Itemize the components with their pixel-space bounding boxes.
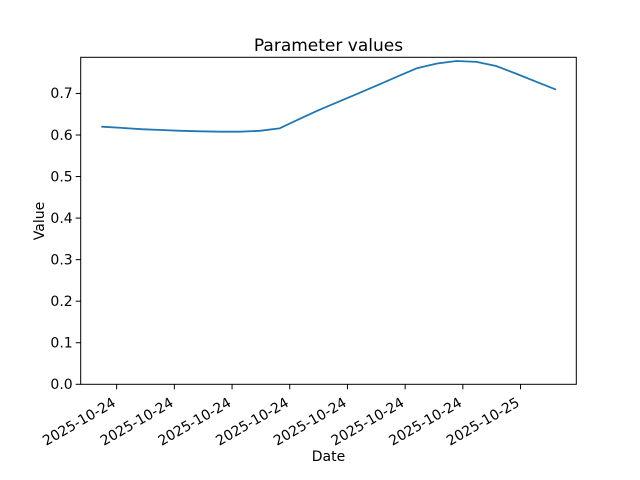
y-axis: 0.0 0.1 0.2 0.3 0.4 0.5 0.6 0.7 (50, 86, 81, 393)
y-tick-label: 0.4 (50, 211, 72, 227)
y-tick-label: 0.7 (50, 86, 72, 102)
x-axis-label: Date (312, 449, 345, 465)
y-axis-label: Value (32, 202, 48, 240)
y-tick-label: 0.6 (50, 128, 72, 144)
plot-area-border (80, 56, 577, 385)
chart-title: Parameter values (254, 36, 403, 56)
data-series-line (101, 60, 557, 133)
x-axis: 2025-10-242025-10-242025-10-242025-10-24… (40, 384, 523, 449)
y-tick-label: 0.2 (50, 294, 72, 310)
y-tick-label: 0.3 (50, 252, 72, 268)
y-tick-label: 0.5 (50, 169, 72, 185)
y-tick-label: 0.1 (50, 336, 72, 352)
y-tick-label: 0.0 (50, 377, 72, 393)
